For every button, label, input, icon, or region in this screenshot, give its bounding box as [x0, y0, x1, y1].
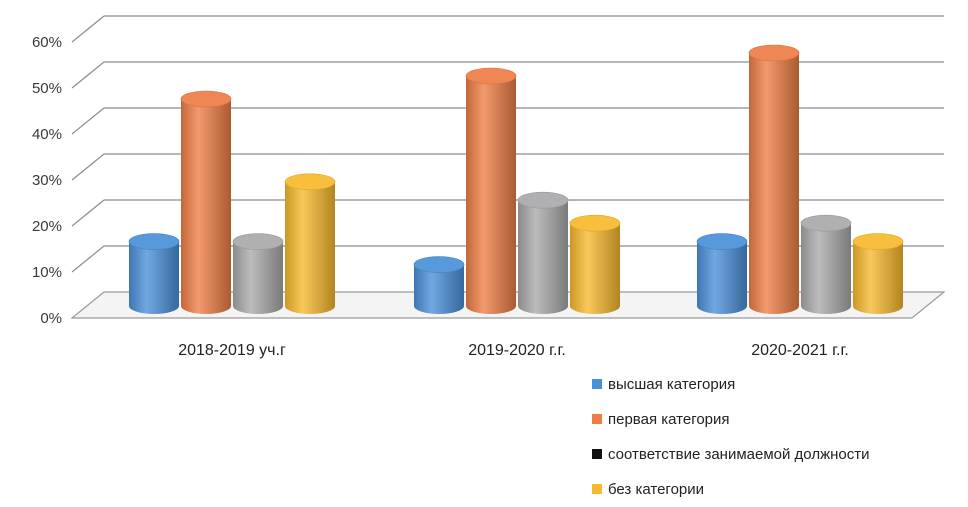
bar	[800, 214, 852, 314]
bar	[852, 233, 904, 314]
bar-top	[465, 67, 517, 85]
gridline-diagonal	[71, 153, 105, 181]
legend-label: высшая категория	[608, 376, 735, 393]
legend: высшая категория первая категория соответс…	[592, 376, 869, 498]
bar-body	[181, 99, 231, 314]
legend-item: высшая категория	[592, 376, 735, 393]
bar-top	[696, 233, 748, 250]
bar	[284, 173, 336, 314]
bar	[128, 233, 180, 314]
legend-swatch	[592, 449, 602, 459]
x-tick-label: 2020-2021 г.г.	[751, 342, 849, 359]
bar-body	[129, 241, 179, 314]
bar-top	[748, 44, 800, 62]
y-tick-label: 50%	[32, 80, 62, 97]
legend-label: без категории	[608, 481, 704, 498]
gridline-diagonal	[71, 199, 105, 227]
bar-body	[285, 181, 335, 314]
bar-top	[413, 256, 465, 273]
legend-swatch	[592, 484, 602, 494]
legend-item: соответствие занимаемой должности	[592, 446, 869, 463]
gridline-diagonal	[71, 15, 105, 43]
gridline-diagonal	[71, 107, 105, 135]
y-tick-label: 60%	[32, 34, 62, 51]
x-axis: 2018-2019 уч.г 2019-2020 г.г. 2020-2021 г.…	[178, 342, 849, 359]
legend-item: без категории	[592, 481, 704, 498]
bar	[748, 44, 800, 314]
legend-label: соответствие занимаемой должности	[608, 446, 869, 463]
bar	[465, 67, 517, 314]
gridline-diagonal	[71, 245, 105, 273]
gridline-diagonal	[71, 61, 105, 89]
bar-body	[233, 241, 283, 314]
bar-body	[697, 241, 747, 314]
bar-top	[852, 233, 904, 250]
y-tick-label: 10%	[32, 264, 62, 281]
plot-area	[128, 44, 904, 314]
y-tick-label: 30%	[32, 172, 62, 189]
bar-body	[749, 53, 799, 314]
bar-top	[232, 233, 284, 250]
bar-top	[284, 173, 336, 191]
bar-body	[801, 223, 851, 314]
bar	[517, 191, 569, 314]
bar-top	[800, 214, 852, 232]
bar	[413, 256, 465, 314]
x-tick-label: 2018-2019 уч.г	[178, 342, 286, 359]
y-axis: 0% 10% 20% 30% 40% 50% 60%	[32, 34, 62, 327]
bar	[696, 233, 748, 314]
y-tick-label: 20%	[32, 218, 62, 235]
bar-body	[518, 200, 568, 314]
bar-top	[569, 214, 621, 232]
bar-top	[180, 90, 232, 108]
bar-body	[466, 76, 516, 314]
bar	[569, 214, 621, 314]
bar-top	[128, 233, 180, 250]
bar-body	[414, 264, 464, 314]
legend-item: первая категория	[592, 411, 730, 428]
x-tick-label: 2019-2020 г.г.	[468, 342, 566, 359]
bar-body	[570, 223, 620, 314]
y-tick-label: 0%	[40, 310, 62, 327]
legend-swatch	[592, 414, 602, 424]
bar-top	[517, 191, 569, 209]
bar-body	[853, 241, 903, 314]
y-tick-label: 40%	[32, 126, 62, 143]
legend-label: первая категория	[608, 411, 730, 428]
bar	[180, 90, 232, 314]
legend-swatch	[592, 379, 602, 389]
bar	[232, 233, 284, 314]
